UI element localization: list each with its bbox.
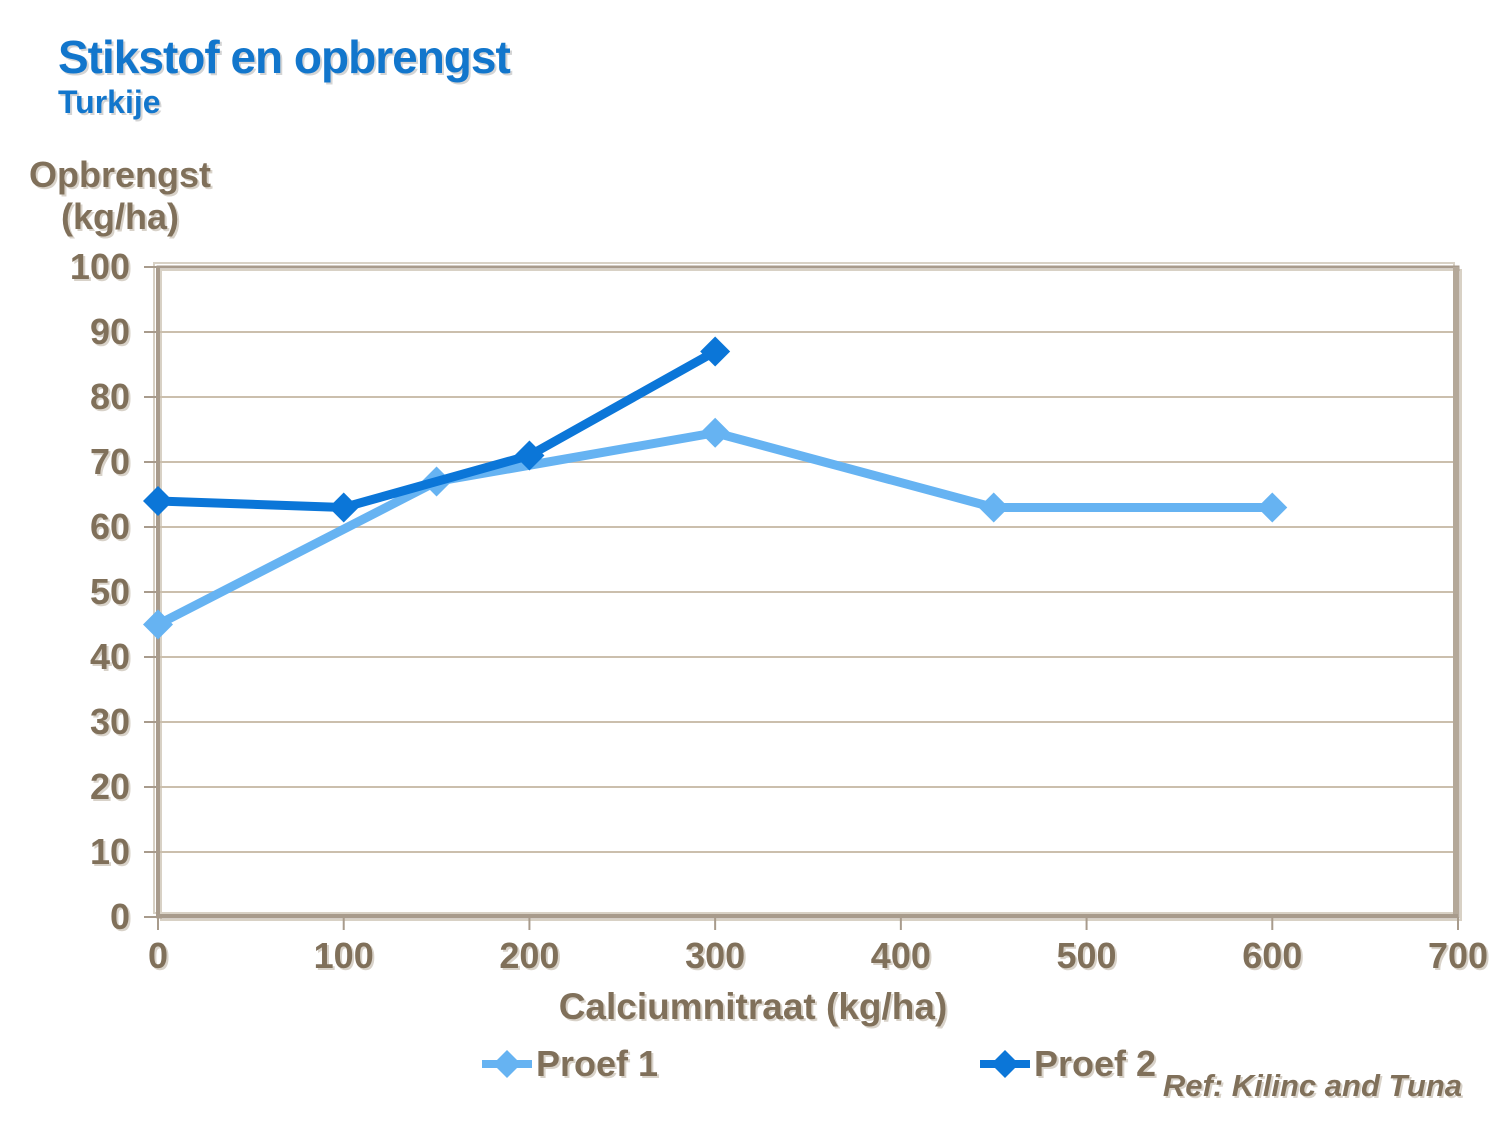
- y-axis-title-line1: Opbrengst: [28, 154, 211, 195]
- y-tick-label-10: 10: [89, 831, 130, 872]
- y-tick-label-30: 30: [89, 701, 130, 742]
- y-tick-label-90: 90: [89, 311, 130, 352]
- y-axis-tick-labels: 0 10 20 30 40 50 60 70 80 90 100: [0, 247, 132, 937]
- y-axis-title-line2: (kg/ha): [60, 196, 179, 237]
- x-tick-label-100: 100: [313, 935, 374, 976]
- y-tick-label-20: 20: [89, 766, 130, 807]
- chart-title: Stikstof en opbrengst: [58, 31, 511, 83]
- chart-legend: Proef 1 Proef 2: [0, 1042, 1500, 1092]
- data-point-proef-1-x0: [143, 609, 173, 640]
- data-point-proef-1-x600: [1257, 492, 1288, 523]
- y-axis-title: Opbrengst (kg/ha): [18, 154, 222, 238]
- data-point-proef-1-x450: [978, 492, 1009, 523]
- x-axis-title: Calciumnitraat (kg/ha): [558, 986, 948, 1027]
- chart-subtitle: Turkije: [58, 84, 161, 120]
- legend-marker-proef-1-icon: [482, 1050, 532, 1078]
- y-tick-label-100: 100: [69, 246, 130, 287]
- x-axis-tick-labels: 0 100 200 300 400 500 600 700: [148, 935, 1488, 980]
- y-tick-label-70: 70: [89, 441, 130, 482]
- x-tick-label-0: 0: [147, 935, 169, 976]
- x-tick-label-400: 400: [870, 935, 931, 976]
- data-point-proef-2-x100: [328, 492, 359, 523]
- data-point-proef-2-x300: [700, 336, 731, 367]
- x-tick-label-300: 300: [685, 935, 746, 976]
- legend-entry-proef-1: Proef 1: [482, 1042, 658, 1086]
- line-chart-plot-area: [143, 262, 1462, 930]
- data-point-proef-2-x0: [143, 486, 173, 516]
- x-tick-label-600: 600: [1242, 935, 1303, 976]
- x-tick-label-200: 200: [499, 935, 560, 976]
- plot-border-shadow: [160, 269, 1462, 921]
- legend-label-proef-1: Proef 1: [536, 1043, 659, 1084]
- data-point-proef-1-x300: [700, 417, 731, 448]
- plot-border-highlight: [153, 262, 1455, 914]
- data-point-proef-2-x200: [514, 440, 545, 471]
- y-tick-label-40: 40: [89, 636, 130, 677]
- y-tick-label-80: 80: [89, 376, 130, 417]
- x-tick-label-700: 700: [1427, 935, 1489, 976]
- legend-entry-proef-2: Proef 2: [980, 1042, 1156, 1086]
- legend-label-proef-2: Proef 2: [1034, 1043, 1157, 1084]
- y-tick-label-60: 60: [89, 506, 130, 547]
- y-tick-label-50: 50: [89, 571, 130, 612]
- reference-note: Ref: Kilinc and Tuna: [1162, 1068, 1462, 1103]
- series-line-proef-2: [153, 347, 720, 512]
- legend-marker-proef-2-icon: [980, 1050, 1030, 1078]
- x-tick-label-500: 500: [1056, 935, 1117, 976]
- y-tick-label-0: 0: [109, 896, 130, 937]
